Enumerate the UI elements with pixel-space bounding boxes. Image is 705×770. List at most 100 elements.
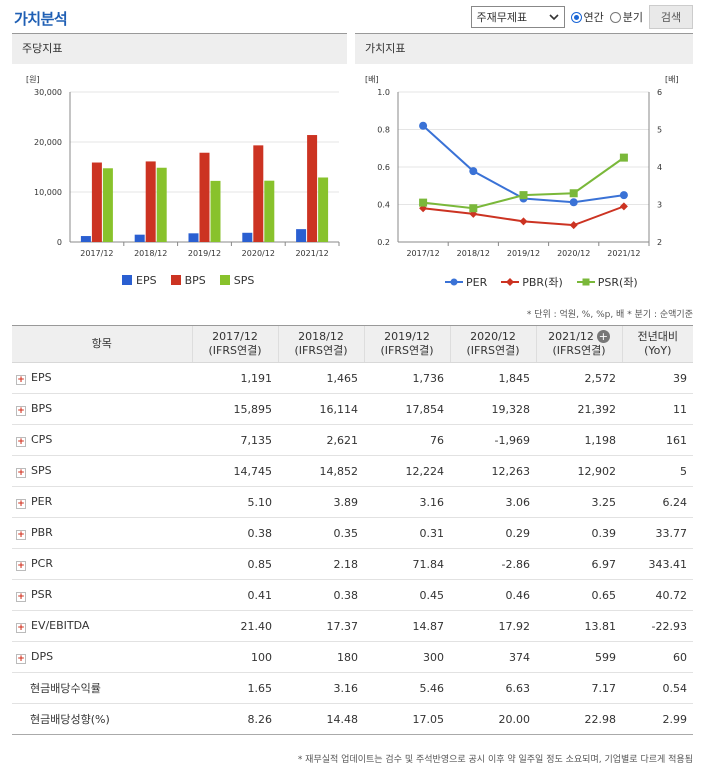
row-label: PER: [31, 495, 53, 508]
radio-annual-indicator[interactable]: [570, 11, 582, 23]
legend-eps-label: EPS: [136, 274, 157, 287]
bar-eps[interactable]: [188, 233, 199, 242]
column-header-line1: 2020/12: [470, 330, 516, 343]
value-cell: 21,392: [536, 393, 622, 425]
value-cell: -2.86: [450, 548, 536, 580]
bar-bps[interactable]: [145, 161, 156, 242]
per-share-panel: 주당지표 [원] 0 10,000 20,000 30,000 2017/12 2018/1…: [12, 33, 347, 288]
expand-icon[interactable]: +: [16, 623, 26, 633]
value-cell: 0.29: [450, 517, 536, 549]
legend-per-marker: [445, 278, 463, 285]
y-tick-label: 0: [57, 238, 62, 247]
value-cell: 2.99: [622, 703, 693, 735]
point-pbr[interactable]: [519, 217, 528, 226]
bar-bps[interactable]: [199, 152, 210, 242]
column-header-line2: (YoY): [644, 344, 672, 357]
value-cell: 0.45: [364, 579, 450, 611]
row-label-cell[interactable]: + BPS: [12, 393, 192, 425]
row-label-cell[interactable]: + CPS: [12, 424, 192, 456]
value-cell: 7.17: [536, 672, 622, 704]
value-cell: 3.89: [278, 486, 364, 518]
bar-eps[interactable]: [296, 229, 307, 242]
x-tick-label: 2019/12: [507, 249, 540, 258]
column-header-line1: 2019/12: [384, 330, 430, 343]
point-psr[interactable]: [619, 153, 628, 162]
value-cell: 19,328: [450, 393, 536, 425]
row-label-cell[interactable]: + PBR: [12, 517, 192, 549]
column-header: 2020/12 (IFRS연결): [449, 325, 536, 363]
value-cell: -22.93: [622, 610, 693, 642]
bar-eps[interactable]: [80, 236, 91, 242]
row-label-cell[interactable]: + PSR: [12, 579, 192, 611]
column-header-line2: (IFRS연결): [466, 344, 520, 357]
point-psr[interactable]: [519, 191, 528, 200]
bar-bps[interactable]: [307, 135, 318, 242]
bar-sps[interactable]: [264, 180, 275, 242]
page-title: 가치분석: [14, 10, 68, 28]
bar-sps[interactable]: [210, 180, 221, 242]
value-cell: 76: [364, 424, 450, 456]
x-tick-label: 2017/12: [80, 249, 113, 258]
y-left-tick-label: 1.0: [377, 88, 390, 97]
value-cell: 1,736: [364, 362, 450, 394]
point-pbr[interactable]: [619, 202, 628, 211]
row-label-cell[interactable]: + SPS: [12, 455, 192, 487]
row-label-cell[interactable]: + DPS: [12, 641, 192, 673]
radio-quarter-indicator[interactable]: [609, 11, 621, 23]
bar-eps[interactable]: [134, 234, 145, 242]
expand-icon[interactable]: +: [16, 375, 26, 385]
table-row: + PBR 0.38 0.35 0.31 0.29 0.39 33.77: [12, 517, 693, 549]
add-column-icon[interactable]: +: [596, 330, 610, 343]
point-per[interactable]: [469, 167, 478, 176]
row-label: DPS: [31, 650, 54, 663]
expand-icon[interactable]: +: [16, 654, 26, 664]
unit-note: * 단위 : 억원, %, %p, 배 * 분기 : 순액기준: [526, 310, 693, 320]
bar-sps[interactable]: [156, 167, 167, 242]
value-cell: 17.37: [278, 610, 364, 642]
bar-sps[interactable]: [318, 177, 329, 242]
row-label-cell: 현금배당수익률: [12, 672, 192, 704]
row-label-cell[interactable]: + PER: [12, 486, 192, 518]
y-left-tick-label: 0.8: [377, 126, 390, 135]
search-button[interactable]: 검색: [649, 5, 693, 29]
chevron-down-icon: [548, 11, 559, 24]
expand-icon[interactable]: +: [16, 406, 26, 416]
row-label-cell[interactable]: + EV/EBITDA: [12, 610, 192, 642]
point-per[interactable]: [619, 191, 628, 200]
point-psr[interactable]: [419, 198, 428, 207]
bar-eps[interactable]: [242, 232, 253, 242]
point-psr[interactable]: [569, 189, 578, 198]
y-tick-label: 30,000: [34, 88, 62, 97]
bar-sps[interactable]: [102, 168, 113, 242]
bar-bps[interactable]: [253, 145, 264, 242]
legend-bps: BPS: [170, 274, 206, 287]
point-psr[interactable]: [469, 204, 478, 213]
row-label-cell[interactable]: + PCR: [12, 548, 192, 580]
radio-quarter[interactable]: 분기: [609, 9, 643, 25]
table-row: + PSR 0.41 0.38 0.45 0.46 0.65 40.72: [12, 579, 693, 611]
expand-icon[interactable]: +: [16, 468, 26, 478]
value-cell: 2,621: [278, 424, 364, 456]
table-row: + EV/EBITDA 21.40 17.37 14.87 17.92 13.81 -22.9…: [12, 610, 693, 642]
expand-icon[interactable]: +: [16, 592, 26, 602]
point-per[interactable]: [569, 198, 578, 207]
row-label-cell: 현금배당성향(%): [12, 703, 192, 735]
expand-icon[interactable]: +: [16, 561, 26, 571]
point-pbr[interactable]: [569, 221, 578, 230]
expand-icon[interactable]: +: [16, 437, 26, 447]
point-per[interactable]: [419, 121, 428, 130]
column-header: 전년대비 (YoY): [621, 325, 693, 363]
expand-icon[interactable]: +: [16, 499, 26, 509]
legend-per-label: PER: [466, 275, 488, 289]
table-row: + BPS 15,895 16,114 17,854 19,328 21,392 11: [12, 393, 693, 425]
legend-pbr-label: PBR(좌): [522, 276, 563, 289]
bar-bps[interactable]: [91, 162, 102, 242]
row-label-cell[interactable]: + EPS: [12, 362, 192, 394]
statement-select[interactable]: 주재무제표: [470, 6, 565, 28]
column-header: 항목: [12, 325, 192, 363]
expand-icon[interactable]: +: [16, 530, 26, 540]
value-cell: 12,224: [364, 455, 450, 487]
column-header-line1: 2021/12: [548, 330, 594, 343]
radio-annual[interactable]: 연간: [570, 9, 604, 25]
value-cell: 14,852: [278, 455, 364, 487]
